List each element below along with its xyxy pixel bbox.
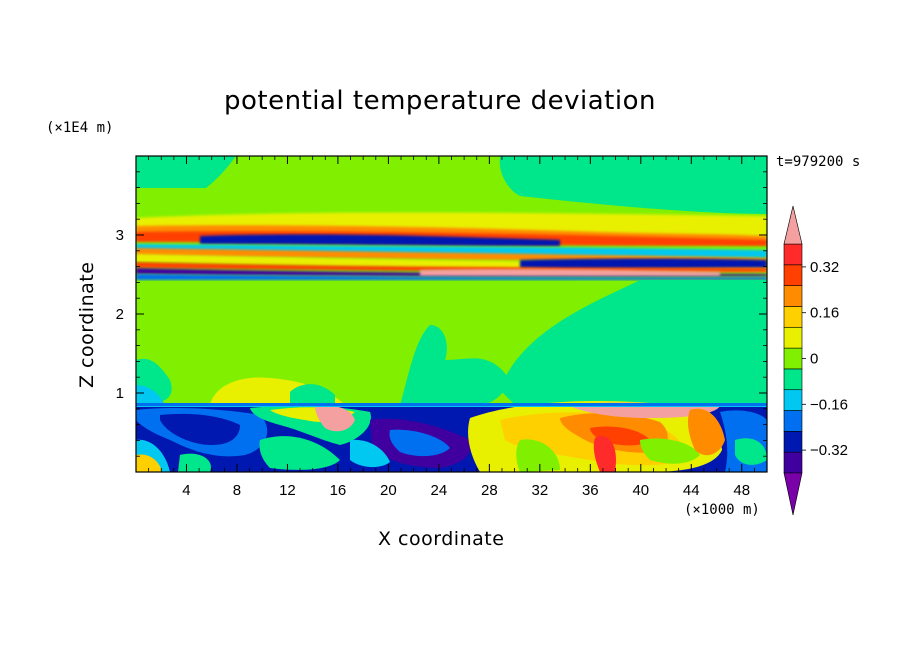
colorbar-box (783, 285, 803, 307)
x-axis-unit: (×1000 m) (684, 502, 760, 518)
field-eddy (315, 405, 355, 432)
field-eddy (160, 413, 240, 446)
x-tick-label: 48 (733, 482, 750, 499)
x-tick-label: 24 (431, 482, 448, 499)
colorbar-box (783, 389, 803, 411)
x-tick-label: 4 (182, 482, 190, 499)
field-region (136, 385, 165, 405)
colorbar-max-triangle (783, 205, 803, 245)
field-region (500, 280, 767, 410)
contour-field (136, 156, 767, 472)
field-region (400, 325, 510, 405)
y-tick-label: 3 (116, 227, 124, 244)
colorbar-box (783, 431, 803, 453)
y-tick-label: 2 (116, 306, 124, 323)
colorbar-label: 0.32 (810, 259, 839, 276)
field-region (750, 371, 767, 408)
field-band (136, 274, 767, 280)
field-eddy (735, 438, 767, 465)
field-eddy (259, 436, 340, 470)
colorbar: 0.32 0.16 0 −0.16 −0.32 (783, 205, 848, 516)
field-region (136, 156, 236, 188)
x-axis-title: X coordinate (378, 528, 505, 550)
x-tick-label: 16 (330, 482, 347, 499)
time-label: t=979200 s (776, 154, 861, 170)
colorbar-box (783, 326, 803, 349)
field-eddy (136, 454, 162, 472)
colorbar-min-triangle (783, 472, 803, 516)
field-band (136, 248, 767, 262)
field-eddy (350, 439, 390, 468)
colorbar-box (783, 306, 803, 328)
field-edge (136, 406, 767, 407)
field-band (520, 258, 767, 269)
colorbar-box (783, 410, 803, 432)
x-tick-label: 28 (481, 482, 498, 499)
x-tick-label: 44 (683, 482, 700, 499)
y-tick-label: 1 (116, 385, 124, 402)
x-tick-label: 40 (632, 482, 649, 499)
y-axis-unit: (×1E4 m) (46, 120, 114, 136)
field-eddy (640, 438, 700, 464)
field-eddy (389, 429, 450, 457)
x-tick-label: 32 (531, 482, 548, 499)
x-tick-label: 36 (582, 482, 599, 499)
field-band (420, 269, 720, 276)
x-axis-ticks: 4 8 12 16 20 24 28 32 36 40 44 48 (148, 156, 755, 499)
field-region (290, 384, 335, 405)
field-band (200, 234, 560, 246)
colorbar-label: −0.16 (810, 396, 848, 413)
field-eddy (593, 436, 616, 472)
x-tick-label: 20 (380, 482, 397, 499)
colorbar-label: 0 (810, 351, 818, 368)
field-band (136, 262, 767, 272)
colorbar-label: −0.32 (810, 442, 848, 459)
x-tick-label: 12 (279, 482, 296, 499)
colorbar-label: 0.16 (810, 305, 839, 322)
colorbar-box (783, 451, 803, 474)
field-eddy (687, 408, 725, 456)
x-tick-label: 8 (233, 482, 241, 499)
colorbar-box (783, 264, 803, 286)
field-eddy (516, 439, 560, 472)
colorbar-box (783, 347, 803, 370)
colorbar-box (783, 368, 803, 391)
colorbar-box (783, 243, 803, 266)
field-region (499, 156, 767, 214)
chart-title: potential temperature deviation (224, 86, 656, 116)
y-axis-ticks: 1 2 3 (116, 171, 767, 457)
field-edge (136, 403, 767, 406)
